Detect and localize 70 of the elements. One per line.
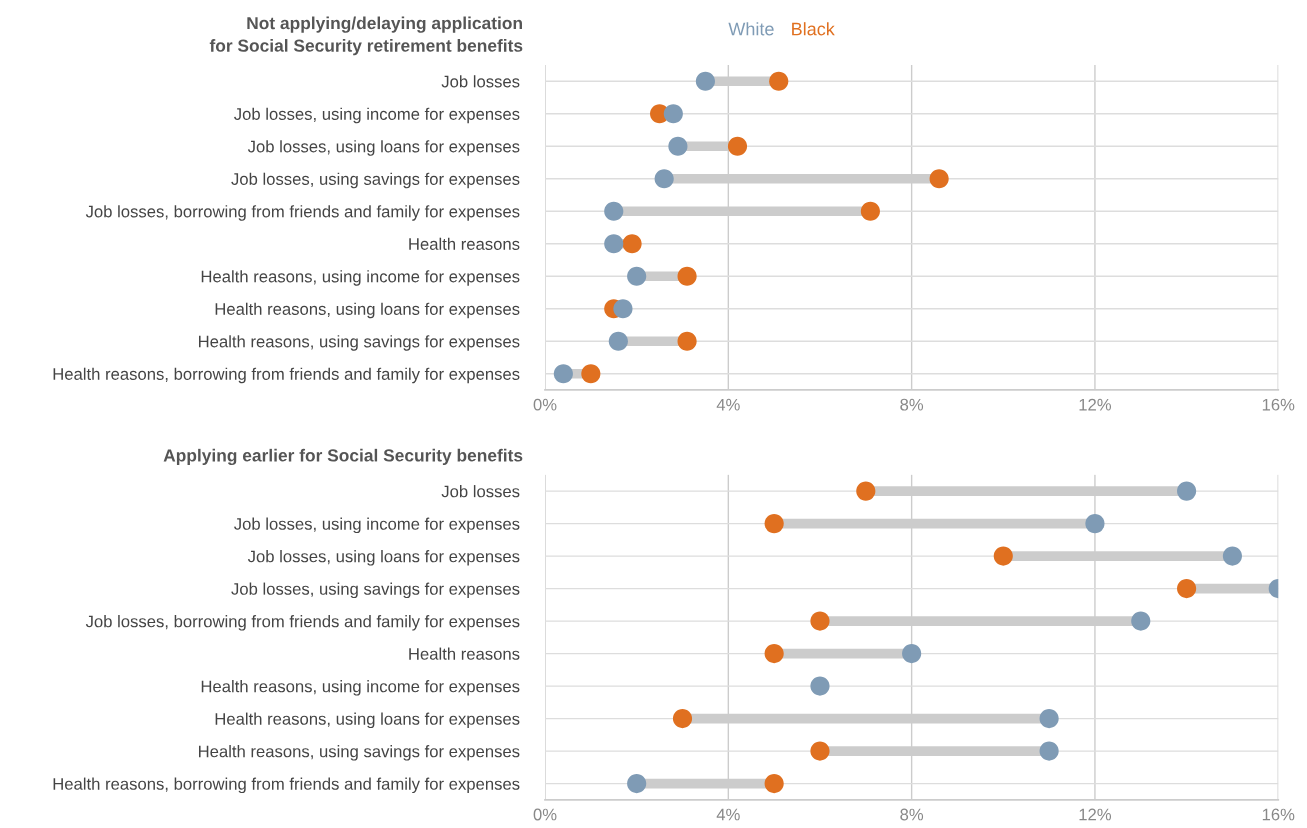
text: Not applying/delaying application for Social Security retirement benefits	[209, 16, 523, 56]
y-tick-label: Job losses	[441, 75, 520, 88]
text: Black	[792, 22, 835, 36]
point	[622, 234, 642, 254]
point	[663, 104, 683, 124]
y-tick-label: Job losses, using loans for expenses	[247, 550, 520, 566]
point	[1131, 611, 1151, 631]
point	[695, 71, 715, 91]
point	[627, 266, 647, 286]
point	[860, 201, 880, 221]
y-tick-label: Job losses, using savings for expenses	[231, 172, 520, 189]
point	[1085, 514, 1105, 534]
text: Applying earlier for Social Security benefits	[163, 448, 523, 466]
point	[764, 514, 784, 534]
y-tick-label: Health reasons	[409, 237, 520, 250]
point	[929, 169, 949, 189]
x-tick-label: 8%	[900, 398, 924, 411]
point	[677, 266, 697, 286]
y-tick-label: Health reasons, using income for expenses	[201, 680, 520, 696]
point	[902, 644, 922, 664]
point	[1039, 741, 1059, 761]
y-tick-label: Health reasons, using savings for expenses	[199, 335, 520, 351]
point	[613, 299, 633, 319]
y-tick-label: Health reasons	[409, 647, 520, 660]
point	[604, 201, 624, 221]
y-tick-label: Job losses, using income for expenses	[234, 107, 520, 124]
point	[672, 709, 693, 729]
point	[627, 774, 647, 794]
point	[810, 676, 830, 696]
y-tick-label: Job losses	[441, 485, 520, 498]
x-tick-label: 12%	[1079, 398, 1112, 411]
point	[668, 136, 688, 156]
y-tick-label: Health reasons, borrowing from friends and family for expenses	[53, 777, 520, 794]
point	[764, 774, 784, 794]
x-tick-label: 4%	[716, 398, 740, 411]
y-tick-label: Health reasons, using loans for expenses	[215, 712, 520, 729]
point	[1222, 546, 1242, 566]
x-tick-label: 12%	[1079, 808, 1112, 821]
point	[608, 331, 628, 351]
point	[727, 136, 748, 156]
x-tick-label: 8%	[900, 808, 924, 821]
y-tick-label: Job losses, using savings for expenses	[231, 582, 520, 599]
y-tick-label: Job losses, using income for expenses	[234, 517, 520, 534]
point	[769, 71, 789, 91]
x-tick-label: 0%	[533, 808, 557, 821]
x-tick-label: 0%	[533, 398, 557, 411]
y-tick-label: Health reasons, using savings for expenses	[199, 745, 520, 761]
x-tick-label: 16%	[1262, 398, 1295, 411]
x-tick-label: 4%	[716, 808, 740, 821]
point	[654, 169, 674, 189]
point	[1177, 481, 1197, 501]
point	[677, 331, 697, 351]
y-tick-label: Job losses, borrowing from friends and family for expenses	[85, 205, 520, 221]
text: White	[728, 22, 774, 36]
point	[553, 364, 573, 384]
point	[764, 644, 784, 664]
point	[581, 364, 601, 384]
y-tick-label: Health reasons, borrowing from friends and family for expenses	[53, 367, 520, 384]
y-tick-label: Job losses, using loans for expenses	[247, 140, 520, 156]
point	[810, 611, 830, 631]
y-tick-label: Health reasons, using income for expenses	[201, 270, 520, 286]
point	[1039, 709, 1059, 729]
point	[604, 234, 624, 254]
x-tick-label: 16%	[1262, 808, 1295, 821]
point	[810, 741, 830, 761]
point	[993, 546, 1013, 566]
point	[1177, 579, 1197, 599]
point	[856, 481, 876, 501]
y-tick-label: Health reasons, using loans for expenses	[215, 302, 520, 319]
y-tick-label: Job losses, borrowing from friends and family for expenses	[85, 615, 520, 631]
